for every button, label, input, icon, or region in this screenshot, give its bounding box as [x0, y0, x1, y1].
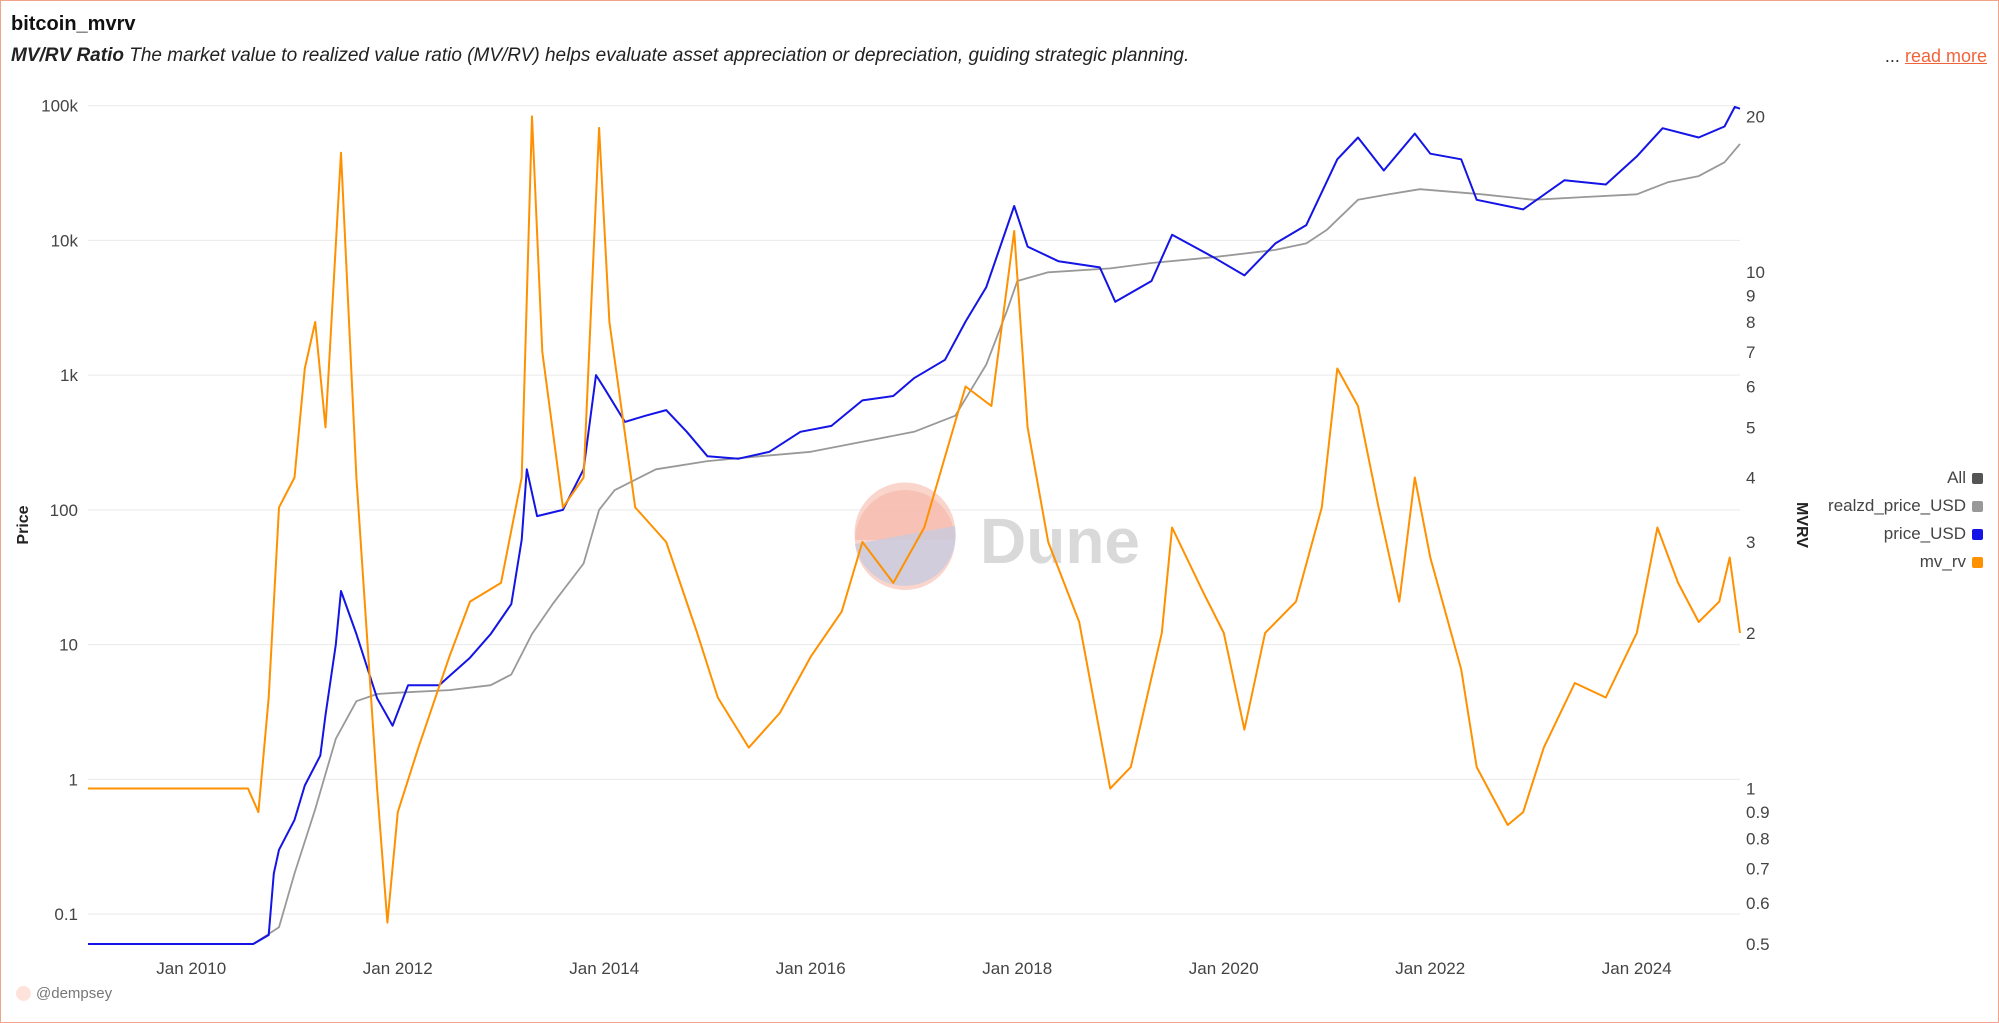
author-credit: @dempsey	[16, 985, 112, 1002]
y-right-tick-label: 0.8	[1746, 830, 1770, 849]
legend-label: All	[1947, 468, 1966, 487]
avatar	[16, 986, 31, 1001]
legend: All realzd_price_USD price_USD mv_rv	[1828, 464, 1983, 576]
read-more-area: ... read more	[1885, 46, 1987, 67]
y-left-tick-label: 0.1	[54, 905, 78, 924]
y-right-tick-label: 9	[1746, 287, 1755, 306]
legend-swatch	[1972, 529, 1983, 540]
y-right-tick-label: 7	[1746, 343, 1755, 362]
x-tick-label: Jan 2010	[156, 959, 226, 978]
y-left-tick-label: 10k	[51, 231, 79, 250]
series-line-realzd_price_USD	[88, 143, 1741, 945]
legend-swatch	[1972, 557, 1983, 568]
series-line-mv_rv	[88, 115, 1741, 924]
y-right-tick-label: 6	[1746, 378, 1755, 397]
legend-item-price[interactable]: price_USD	[1828, 520, 1983, 548]
legend-swatch	[1972, 501, 1983, 512]
read-more-ellipsis: ...	[1884, 46, 1900, 66]
y-right-tick-label: 8	[1746, 313, 1755, 332]
x-tick-label: Jan 2024	[1602, 959, 1672, 978]
legend-label: realzd_price_USD	[1828, 496, 1966, 515]
y-left-tick-label: 100k	[41, 97, 78, 116]
watermark-text: Dune	[980, 505, 1140, 577]
y-right-tick-label: 1	[1746, 779, 1755, 798]
y-right-tick-label: 3	[1746, 533, 1755, 552]
y-right-tick-label: 20	[1746, 107, 1765, 126]
legend-item-realized-price[interactable]: realzd_price_USD	[1828, 492, 1983, 520]
read-more-link[interactable]: read more	[1904, 46, 1987, 66]
y-right-tick-label: 2	[1746, 624, 1755, 643]
x-tick-label: Jan 2018	[982, 959, 1052, 978]
y-left-tick-label: 100	[50, 501, 78, 520]
description-text: The market value to realized value ratio…	[123, 45, 1190, 66]
y-right-tick-label: 0.7	[1746, 860, 1770, 879]
y-left-tick-label: 1	[69, 770, 78, 789]
y-right-tick-label: 0.5	[1746, 935, 1770, 954]
legend-item-mvrv[interactable]: mv_rv	[1828, 548, 1983, 576]
y-right-tick-label: 0.6	[1746, 894, 1770, 913]
author-name: @dempsey	[36, 985, 113, 1002]
legend-swatch	[1972, 473, 1983, 484]
y-right-tick-label: 4	[1746, 468, 1755, 487]
x-tick-label: Jan 2016	[776, 959, 846, 978]
y-left-tick-label: 10	[59, 636, 78, 655]
y-right-tick-label: 5	[1746, 418, 1755, 437]
description-bold: MV/RV Ratio	[11, 45, 124, 66]
y-right-tick-label: 10	[1746, 263, 1765, 282]
x-tick-label: Jan 2012	[363, 959, 433, 978]
chart-description: MV/RV Ratio The market value to realized…	[11, 45, 1189, 67]
x-tick-label: Jan 2022	[1395, 959, 1465, 978]
legend-label: price_USD	[1883, 524, 1966, 543]
x-tick-label: Jan 2014	[569, 959, 639, 978]
legend-item-all[interactable]: All	[1828, 464, 1983, 492]
y-left-axis-title: Price	[15, 505, 32, 544]
watermark-logo-bottom	[855, 526, 956, 586]
chart-title: bitcoin_mvrv	[11, 13, 136, 35]
y-right-axis-title: MVRV	[1793, 502, 1810, 548]
y-left-tick-label: 1k	[60, 366, 78, 385]
series-line-price_USD	[88, 105, 1741, 945]
y-right-tick-label: 0.9	[1746, 803, 1770, 822]
x-tick-label: Jan 2020	[1189, 959, 1259, 978]
legend-label: mv_rv	[1919, 552, 1966, 571]
